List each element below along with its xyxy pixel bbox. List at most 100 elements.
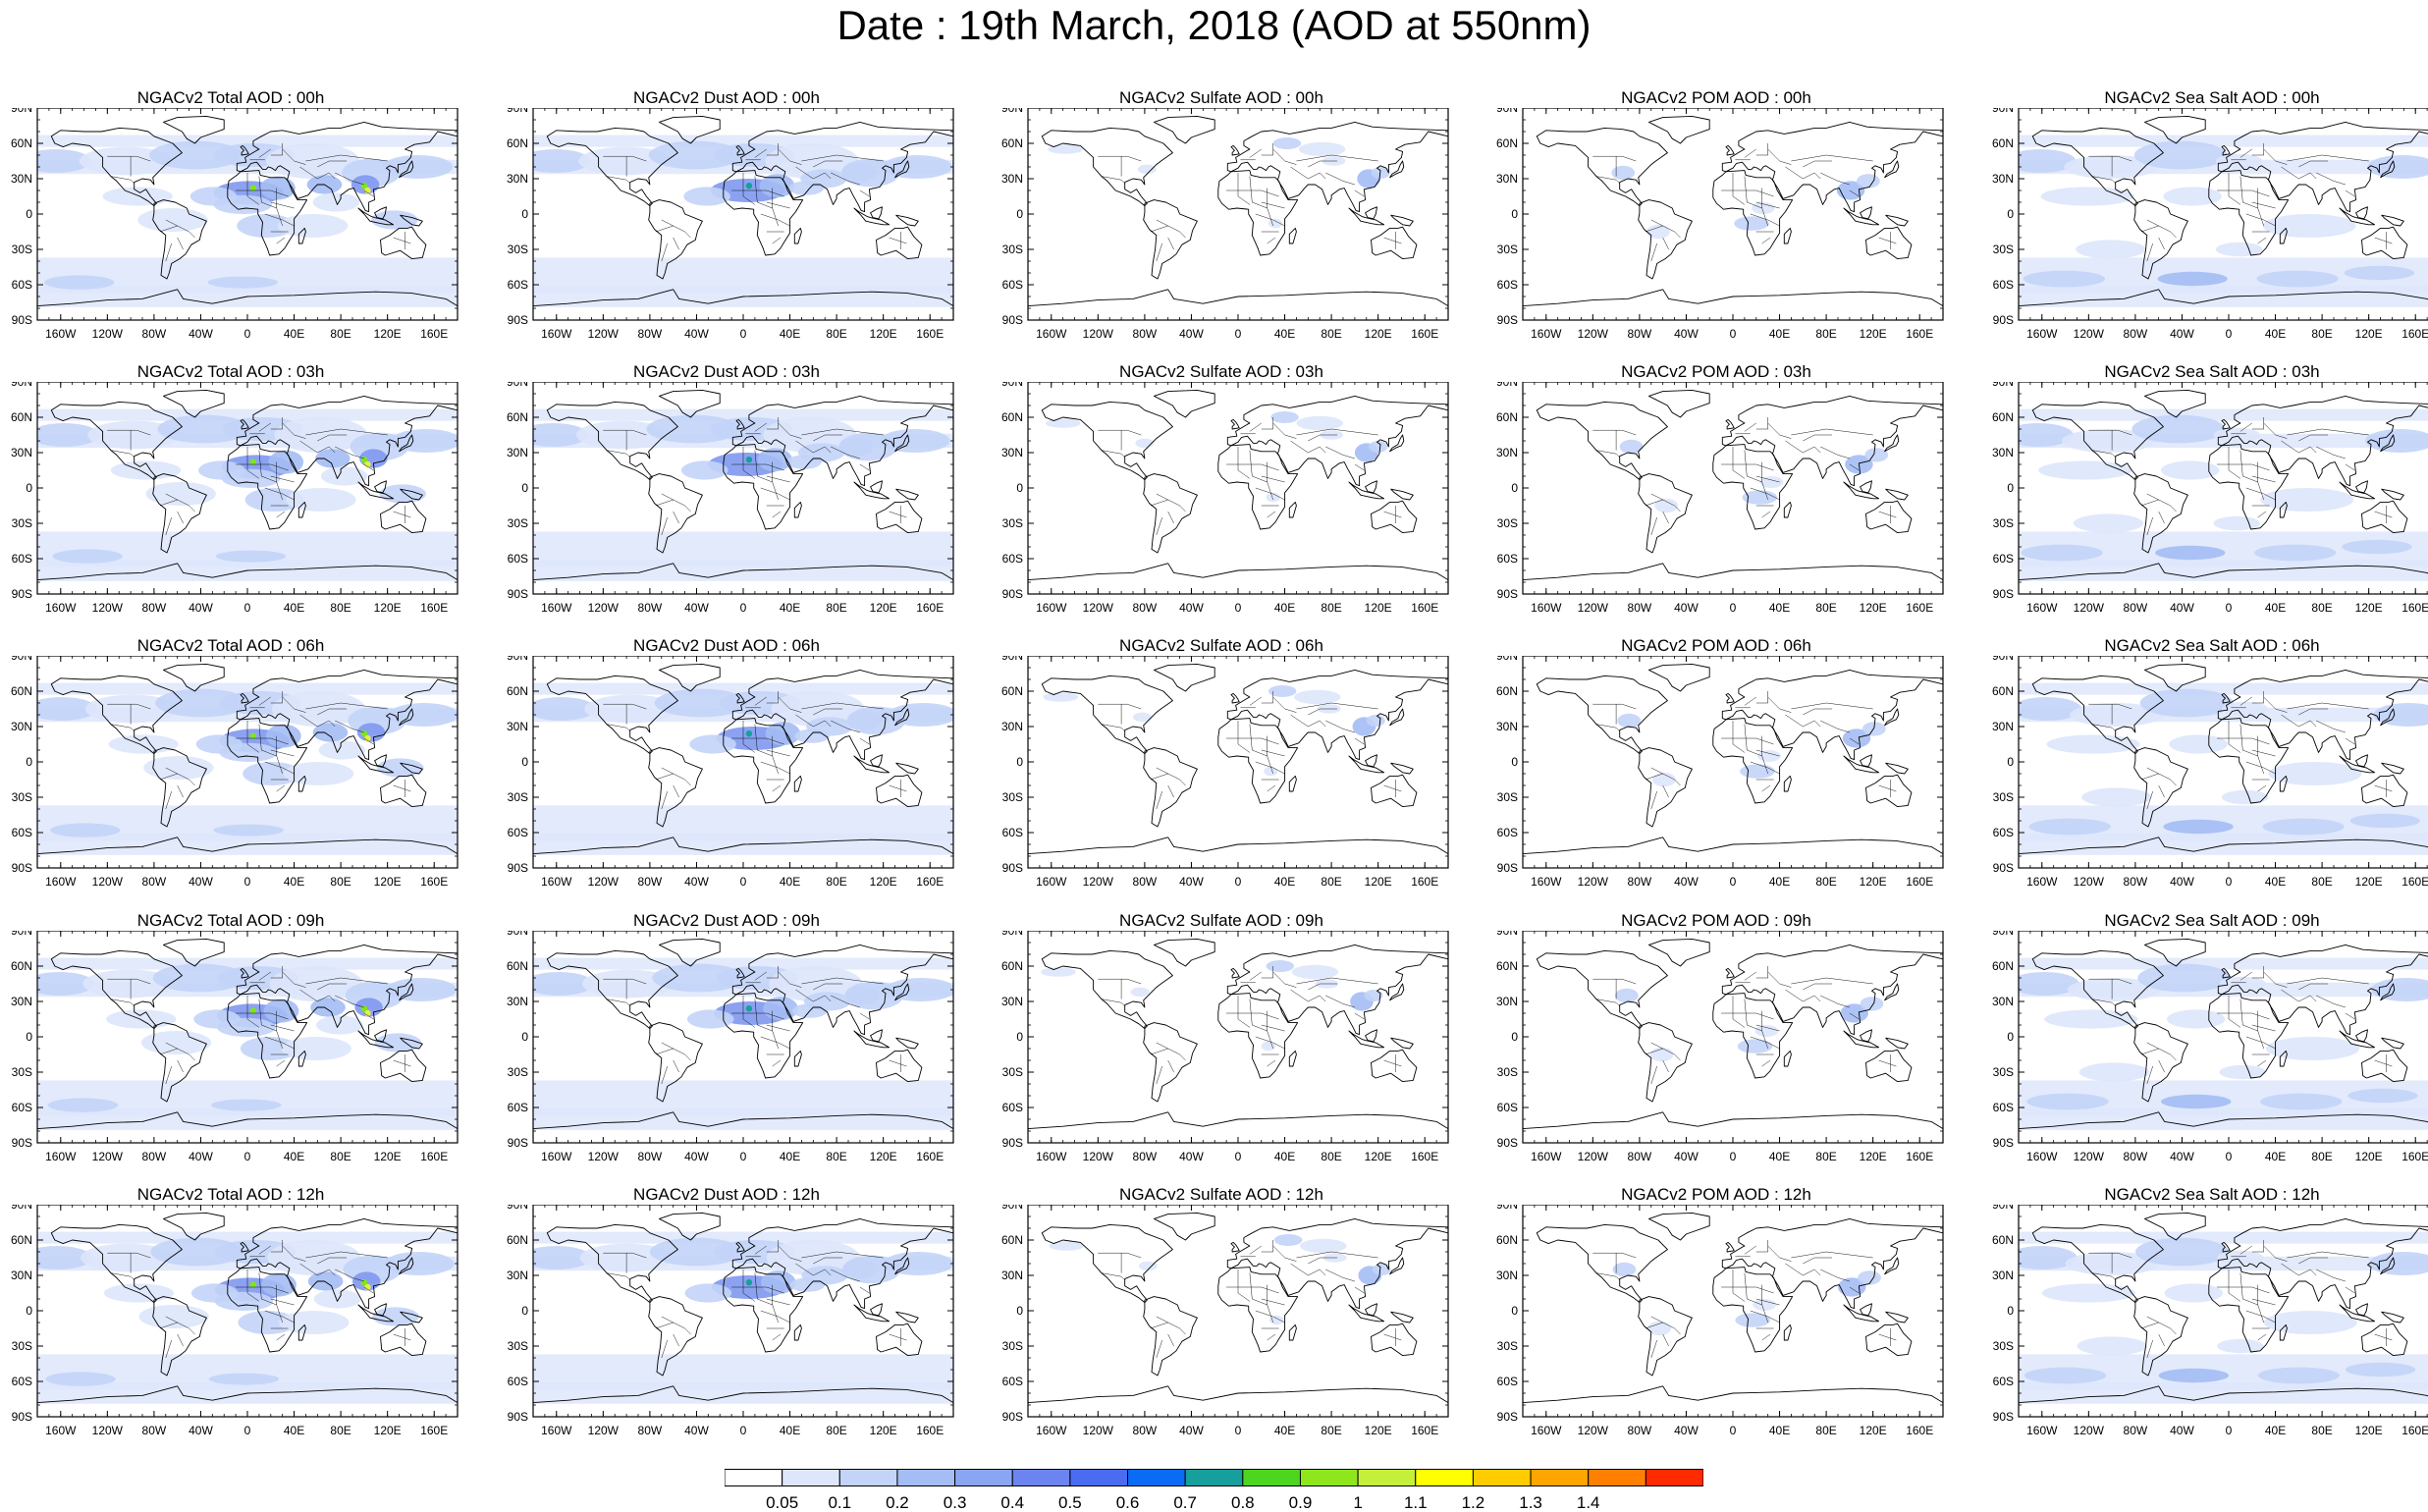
coastline-eurasia — [2217, 1217, 2428, 1310]
coastline-australia — [1371, 1323, 1418, 1357]
coastline-indonesia — [1348, 1030, 1385, 1049]
coastline-borneo — [2355, 1303, 2368, 1317]
panel-title: NGACv2 POM AOD : 06h — [1621, 636, 1811, 655]
coastline-greenland — [2143, 1212, 2206, 1241]
colorbar-label: 0.5 — [1058, 1493, 1082, 1512]
lat-tick-label: 90N — [1001, 931, 1023, 938]
lat-tick-label: 90S — [508, 861, 528, 875]
aod-blob — [2038, 460, 2132, 480]
lon-tick-label: 0 — [1235, 1424, 1242, 1437]
aod-blob — [150, 1237, 244, 1267]
country-border — [1755, 1024, 1780, 1032]
coastline-indonesia — [1843, 207, 1880, 226]
aod-blob — [2077, 1336, 2147, 1356]
lat-tick-label: 0 — [521, 207, 528, 221]
coastline-borneo — [1860, 206, 1872, 220]
lat-tick-label: 0 — [2007, 207, 2014, 221]
panel-title: NGACv2 Sea Salt AOD : 09h — [2104, 911, 2320, 930]
aod-blob — [2076, 240, 2146, 259]
lon-tick-label: 80W — [1133, 1424, 1158, 1437]
country-border — [742, 173, 756, 205]
lon-tick-label: 40W — [684, 1150, 709, 1163]
country-border — [2158, 1333, 2165, 1347]
aod-blob — [2070, 703, 2164, 727]
panel-title: NGACv2 Sea Salt AOD : 12h — [2104, 1185, 2320, 1204]
country-border — [2298, 983, 2329, 991]
map-panel-sea-salt-2: NGACv2 Sea Salt AOD : 06h 90N 60N 30N 0 30S 60… — [1981, 636, 2428, 890]
coastline-madagascar — [793, 1050, 802, 1067]
lon-tick-label: 80E — [330, 327, 351, 341]
lat-tick-label: 30N — [1992, 1269, 2014, 1282]
aod-field — [37, 931, 458, 1143]
country-border — [165, 493, 195, 513]
lat-tick-label: 90S — [1993, 313, 2014, 327]
coastline-eurasia — [731, 121, 953, 213]
country-border — [2345, 189, 2355, 197]
aod-blob — [2019, 149, 2077, 173]
aod-field — [2019, 1205, 2428, 1417]
aod-blob — [2157, 271, 2228, 287]
coastline-indonesia — [853, 207, 890, 226]
colorbar-svg: 0.05 0.1 0.2 0.3 0.4 0.5 0.6 0.7 0.8 0.9 1 1.1 1.2 1.… — [725, 1469, 1703, 1512]
lon-tick-label: 40E — [2265, 1150, 2286, 1163]
country-border — [1750, 487, 1780, 501]
country-border — [1308, 983, 1338, 991]
lon-tick-label: 40E — [780, 1424, 800, 1437]
country-border — [1849, 463, 1860, 471]
country-border — [2263, 696, 2288, 713]
coastline-australia — [2361, 1323, 2408, 1357]
country-border — [2091, 176, 2116, 184]
coastline-eurasia — [1721, 1217, 1943, 1310]
country-border — [1267, 188, 1273, 227]
aod-blob — [684, 1283, 732, 1303]
aod-blob — [883, 1252, 953, 1275]
coastline-eurasia — [236, 944, 458, 1036]
country-border — [1249, 148, 1262, 158]
coastline-new-guinea — [1390, 1037, 1414, 1050]
coastline-south-america — [1143, 1022, 1198, 1103]
lat-tick-label: 60N — [11, 1233, 32, 1247]
country-border — [2146, 219, 2177, 239]
country-border — [1650, 790, 1657, 810]
aod-blob — [2221, 701, 2269, 717]
lat-tick-label: 60N — [1992, 410, 2014, 424]
country-border — [2228, 996, 2241, 1028]
lon-tick-label: 80W — [1628, 601, 1652, 615]
country-border — [2088, 978, 2132, 985]
country-border — [1791, 428, 1873, 436]
coastline-greenland — [658, 938, 721, 967]
country-border — [246, 996, 260, 1028]
country-border — [258, 176, 277, 209]
aod-hotspot — [745, 1005, 753, 1012]
country-border — [1650, 493, 1681, 513]
aod-field — [37, 382, 458, 594]
country-border — [1249, 1272, 1268, 1306]
panel-title: NGACv2 Total AOD : 12h — [136, 1185, 325, 1204]
lat-tick-label: 90N — [11, 108, 32, 115]
lon-tick-label: 40W — [1179, 875, 1204, 889]
lat-tick-label: 30S — [1497, 516, 1518, 530]
lon-tick-label: 40W — [684, 601, 709, 615]
lat-tick-label: 30S — [1497, 243, 1518, 256]
lon-tick-label: 120W — [92, 875, 124, 889]
lat-tick-label: 0 — [1016, 1304, 1023, 1318]
country-border — [1595, 176, 1620, 184]
aod-band — [2019, 682, 2428, 695]
coastline-antarctica — [37, 1111, 458, 1143]
coastline-eurasia — [731, 395, 953, 487]
lon-tick-label: 160W — [45, 327, 77, 341]
lon-tick-label: 40W — [189, 875, 213, 889]
country-border — [1820, 995, 1850, 1008]
lat-tick-label: 90S — [1993, 587, 2014, 601]
country-border — [1101, 176, 1125, 184]
coastline-indonesia — [1843, 755, 1880, 774]
coastline-australia — [1865, 1323, 1913, 1357]
aod-blob — [1268, 218, 1283, 229]
colorbar-swatch — [1184, 1469, 1244, 1486]
lon-tick-label: 120E — [374, 1424, 402, 1437]
aod-field — [1028, 656, 1448, 868]
country-border — [1150, 499, 1168, 507]
lat-tick-label: 60N — [507, 959, 528, 973]
